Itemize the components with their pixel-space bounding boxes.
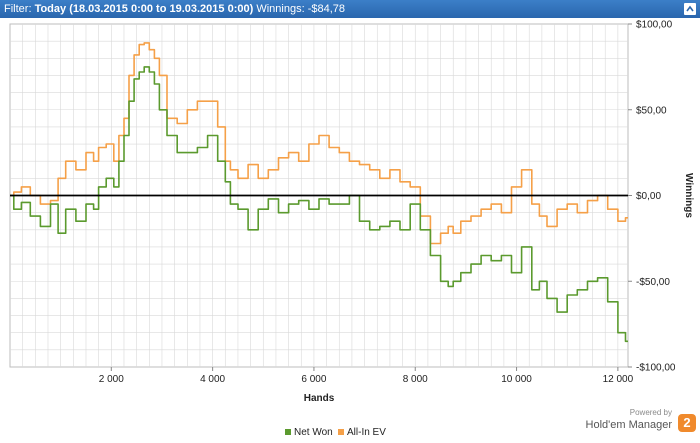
x-tick-label: 4 000 xyxy=(200,374,225,385)
chevron-up-icon xyxy=(686,5,694,12)
powered-by-label: Powered by xyxy=(629,408,672,417)
x-axis-title: Hands xyxy=(304,393,335,404)
x-tick-label: 6 000 xyxy=(301,374,326,385)
y-axis-title: Winnings xyxy=(683,173,694,218)
legend-swatch xyxy=(338,429,344,435)
legend-label: All-In EV xyxy=(347,427,386,438)
y-tick-label: $0,00 xyxy=(636,191,661,202)
series-line-all-in-ev xyxy=(10,42,628,245)
series-line-net-won xyxy=(10,66,628,343)
filter-header-bar: Filter: Today (18.03.2015 0:00 to 19.03.… xyxy=(0,0,700,18)
y-tick-label: $50,00 xyxy=(636,105,667,116)
winnings-chart: $100,00 $50,00 $0,00 -$50,00 -$100,00 2 000 4 … xyxy=(9,20,694,438)
filter-value[interactable]: Today (18.03.2015 0:00 to 19.03.2015 0:0… xyxy=(34,3,254,15)
collapse-button[interactable] xyxy=(684,3,696,15)
x-tick-label: 12 000 xyxy=(603,374,634,385)
brand-block: Powered by Hold'em Manager 2 xyxy=(586,408,696,438)
x-tick-label: 10 000 xyxy=(501,374,532,385)
x-tick-label: 2 000 xyxy=(99,374,124,385)
brand-name: Hold'em Manager xyxy=(585,419,672,431)
y-tick-label: $100,00 xyxy=(636,20,673,31)
legend: Net Won All-In EV xyxy=(285,427,386,438)
legend-label: Net Won xyxy=(294,427,333,438)
winnings-value: -$84,78 xyxy=(307,3,346,15)
y-tick-label: -$50,00 xyxy=(636,277,670,288)
y-tick-label: -$100,00 xyxy=(636,363,676,374)
filter-label: Filter: xyxy=(4,3,32,15)
hm2-logo-icon: 2 xyxy=(678,414,696,432)
winnings-label: Winnings: xyxy=(256,3,305,15)
legend-swatch xyxy=(285,429,291,435)
x-tick-label: 8 000 xyxy=(403,374,428,385)
